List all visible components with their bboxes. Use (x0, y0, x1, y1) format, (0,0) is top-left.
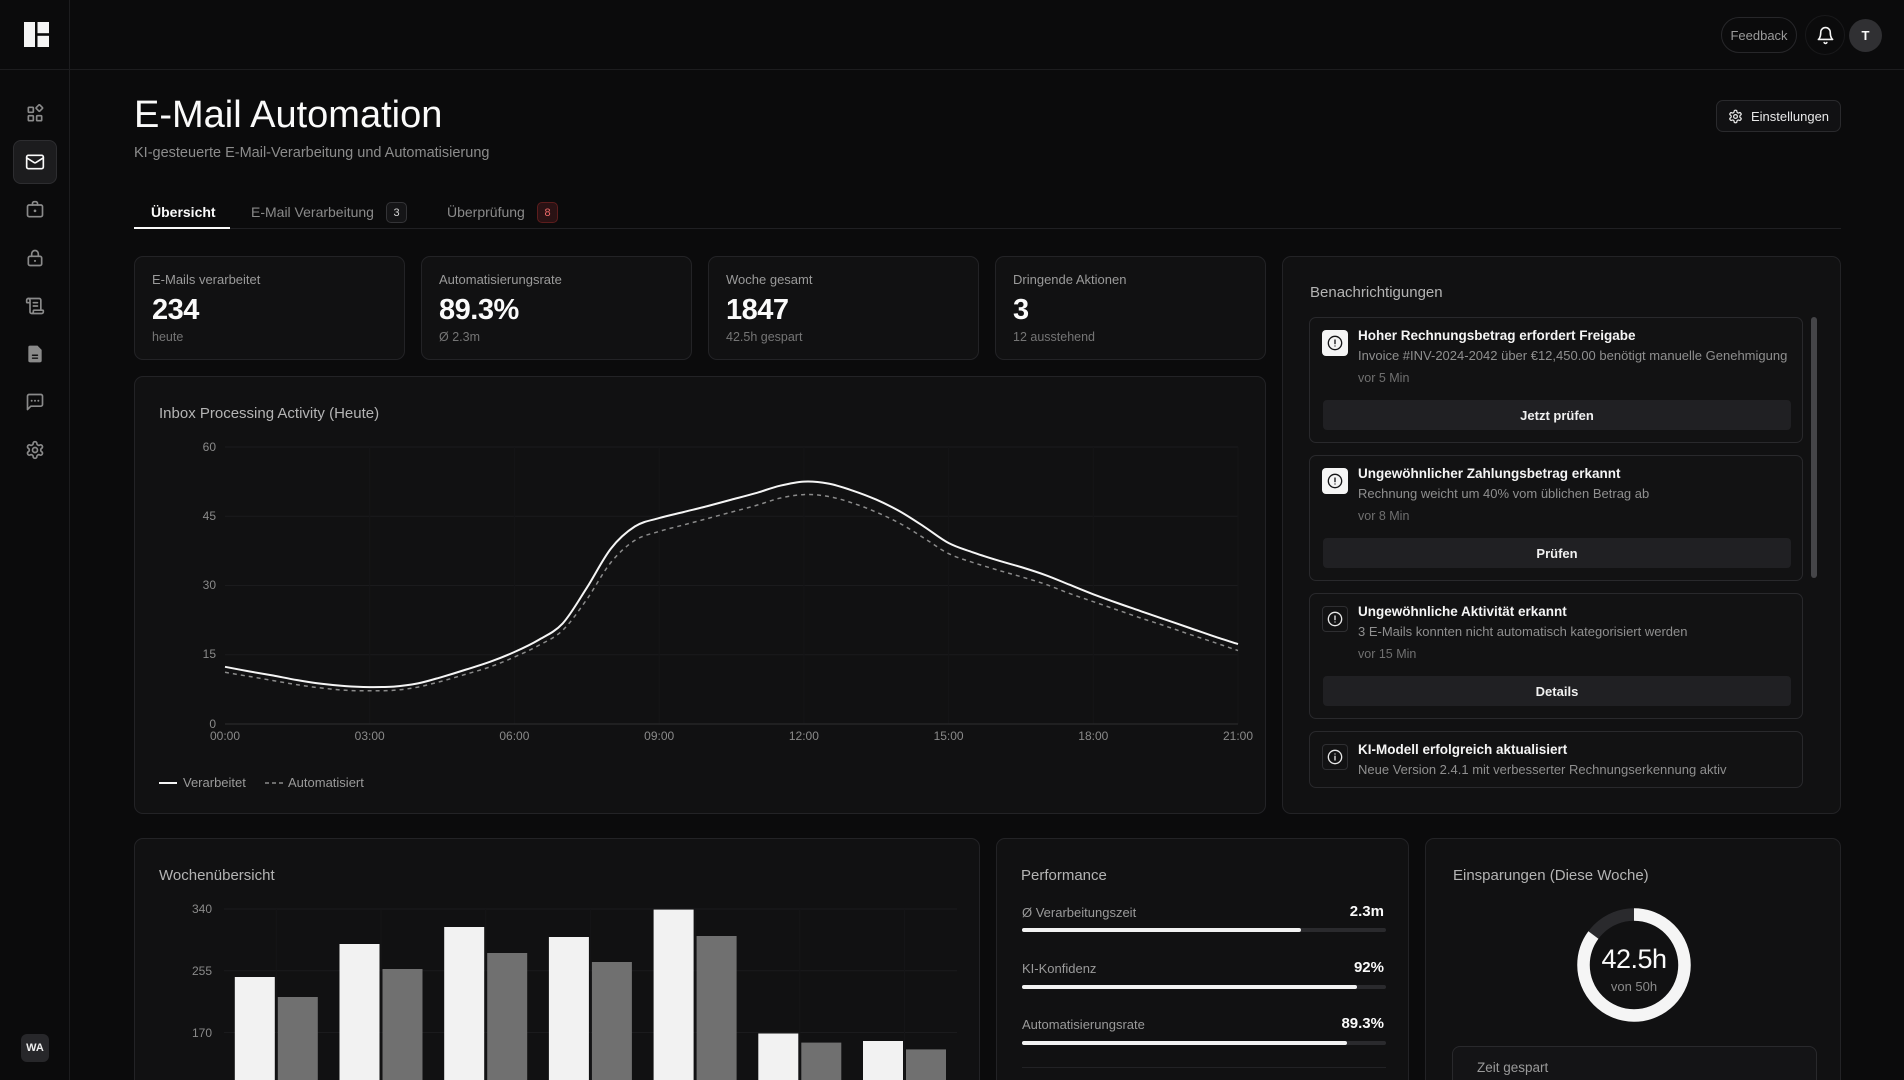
svg-text:21:00: 21:00 (1223, 729, 1253, 743)
svg-text:06:00: 06:00 (499, 729, 529, 743)
svg-text:Automatisiert: Automatisiert (288, 775, 364, 790)
svg-text:Verarbeitet: Verarbeitet (183, 775, 246, 790)
svg-text:09:00: 09:00 (644, 729, 674, 743)
svg-text:12:00: 12:00 (789, 729, 819, 743)
svg-text:30: 30 (203, 578, 217, 592)
svg-text:15:00: 15:00 (934, 729, 964, 743)
svg-text:0: 0 (209, 717, 216, 731)
svg-text:170: 170 (192, 1026, 212, 1040)
svg-text:60: 60 (203, 440, 217, 454)
svg-text:45: 45 (203, 509, 217, 523)
svg-text:340: 340 (192, 902, 212, 916)
svg-text:18:00: 18:00 (1078, 729, 1108, 743)
svg-text:00:00: 00:00 (210, 729, 240, 743)
svg-text:15: 15 (203, 647, 217, 661)
svg-text:03:00: 03:00 (355, 729, 385, 743)
svg-text:255: 255 (192, 964, 212, 978)
